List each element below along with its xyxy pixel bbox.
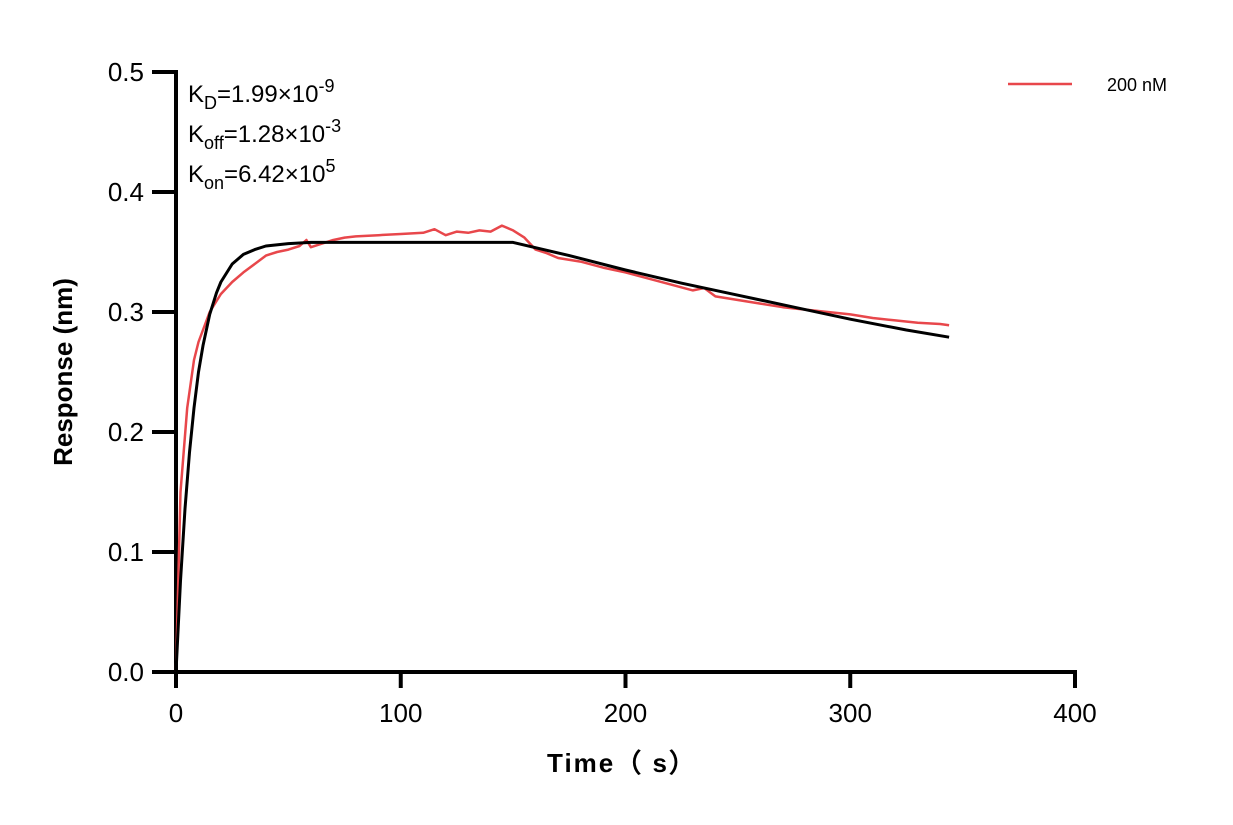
x-tick-label: 0 bbox=[169, 698, 183, 728]
y-tick-label: 0.5 bbox=[108, 57, 144, 87]
x-tick-label: 200 bbox=[604, 698, 647, 728]
y-tick-label: 0.3 bbox=[108, 297, 144, 327]
annotation-text: Kon=6.42×105 bbox=[188, 156, 336, 193]
annotation-text: Koff=1.28×10-3 bbox=[188, 116, 341, 153]
x-axis-label: Time（ s） bbox=[547, 748, 697, 778]
x-tick-label: 400 bbox=[1053, 698, 1096, 728]
x-tick-label: 300 bbox=[829, 698, 872, 728]
y-tick-label: 0.0 bbox=[108, 657, 144, 687]
y-axis-label: Response (nm) bbox=[48, 278, 78, 466]
legend-label: 200 nM bbox=[1107, 75, 1167, 95]
series-group bbox=[174, 224, 950, 673]
annotation-text: KD=1.99×10-9 bbox=[188, 76, 334, 113]
legend: 200 nM bbox=[1008, 75, 1167, 95]
y-tick-label: 0.2 bbox=[108, 417, 144, 447]
y-tick-label: 0.4 bbox=[108, 177, 144, 207]
y-tick-label: 0.1 bbox=[108, 537, 144, 567]
axes: 0 100 200 300 400 0.0 0.1 0.2 0.3 0.4 0.5 bbox=[108, 57, 1097, 728]
x-tick-label: 100 bbox=[379, 698, 422, 728]
fit-curve-line bbox=[174, 240, 950, 673]
data-series-line bbox=[174, 224, 950, 673]
